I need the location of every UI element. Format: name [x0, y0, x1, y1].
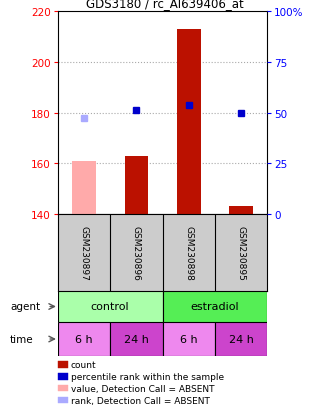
Text: rank, Detection Call = ABSENT: rank, Detection Call = ABSENT [71, 396, 210, 405]
Bar [215, 323, 267, 356]
Bar [72, 161, 96, 214]
Text: 24 h: 24 h [229, 334, 253, 344]
Bar [177, 30, 201, 214]
Text: GSM230896: GSM230896 [132, 225, 141, 280]
Bar [162, 291, 267, 323]
Text: percentile rank within the sample: percentile rank within the sample [71, 372, 224, 381]
Bar [58, 291, 162, 323]
Text: agent: agent [10, 302, 40, 312]
Bar [124, 156, 148, 214]
Bar [110, 323, 162, 356]
Text: 6 h: 6 h [75, 334, 93, 344]
Bar [58, 323, 110, 356]
Text: value, Detection Call = ABSENT: value, Detection Call = ABSENT [71, 384, 214, 393]
Text: time: time [10, 334, 34, 344]
Text: 6 h: 6 h [180, 334, 198, 344]
Bar [229, 206, 253, 214]
Text: control: control [91, 302, 129, 312]
Text: GSM230895: GSM230895 [237, 225, 246, 280]
Text: GSM230897: GSM230897 [80, 225, 88, 280]
Text: GSM230898: GSM230898 [184, 225, 193, 280]
Text: GDS3180 / rc_AI639406_at: GDS3180 / rc_AI639406_at [86, 0, 244, 10]
Text: 24 h: 24 h [124, 334, 149, 344]
Bar [162, 323, 215, 356]
Text: count: count [71, 360, 97, 369]
Text: estradiol: estradiol [191, 302, 239, 312]
